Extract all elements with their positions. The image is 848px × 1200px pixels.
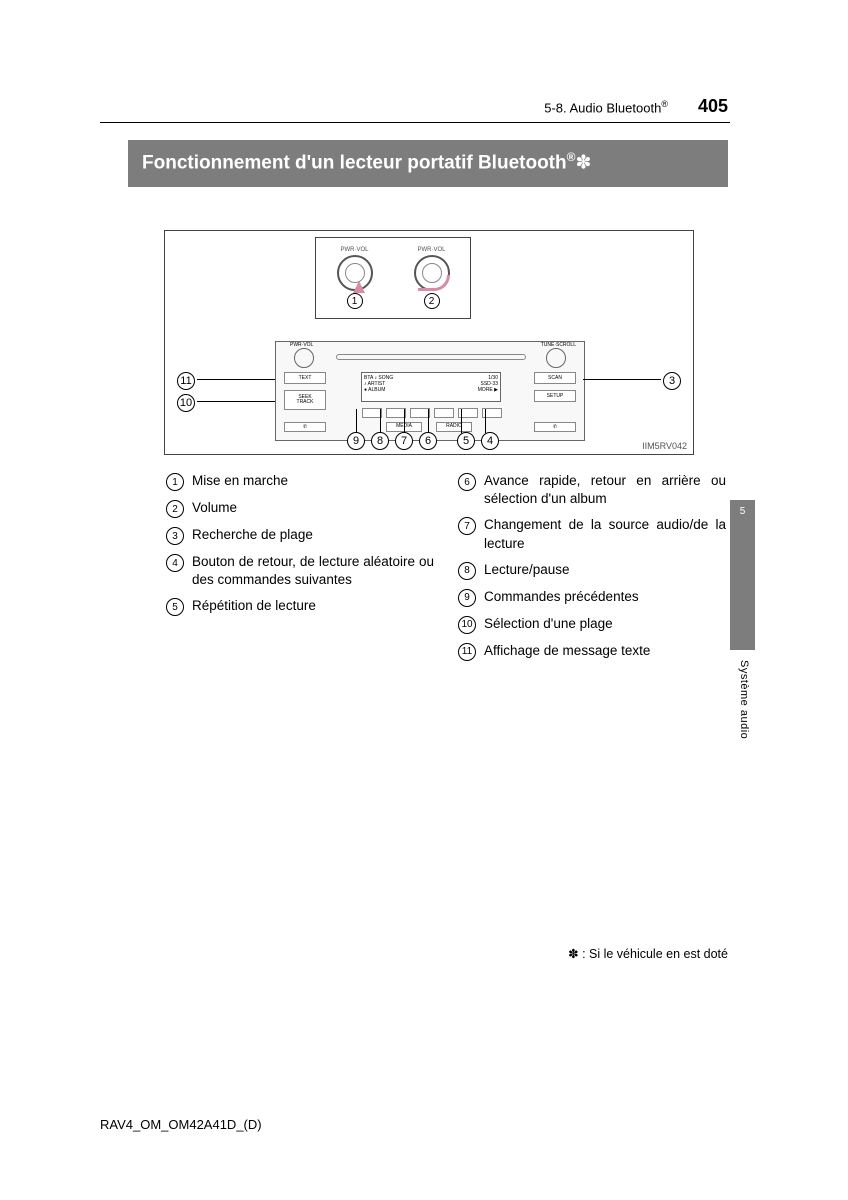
rotate-arrow-icon [418,275,450,291]
callout-line [197,379,275,380]
preset-btn-1 [362,408,382,418]
text-button: TEXT [284,372,326,384]
callout-4: 4 [481,432,499,450]
document-code: RAV4_OM_OM42A41D_(D) [100,1117,262,1132]
legend-item: 4Bouton de retour, de lecture aléatoire … [166,553,434,589]
callout-1: 1 [347,293,363,309]
setup-button: SETUP [534,390,576,402]
legend-item: 10Sélection d'une plage [458,615,726,634]
right-knob-icon [546,348,566,368]
callout-line [197,401,275,402]
legend-item: 7Changement de la source audio/de la lec… [458,516,726,552]
knob-label-1: PWR·VOL [340,247,368,253]
footnote-marker: ✽ [568,947,578,961]
legend-col-left: 1Mise en marche 2Volume 3Recherche de pl… [166,472,434,669]
phone-right-button: ✆ [534,422,576,432]
callout-line [485,409,486,433]
scan-button: SCAN [534,372,576,384]
preset-btn-2 [386,408,406,418]
legend-item: 8Lecture/pause [458,561,726,580]
callout-6: 6 [419,432,437,450]
callout-line [583,379,661,380]
volume-knob-icon [414,255,450,291]
knob-inset: PWR·VOL 1 PWR·VOL 2 [315,237,471,319]
left-knob-icon [294,348,314,368]
chapter-tab: 5 [730,500,755,650]
footnote-text: : Si le véhicule en est doté [582,947,728,961]
left-knob-label: PWR·VOL [290,342,313,348]
diagram-code: IIM5RV042 [642,441,687,451]
preset-btn-3 [410,408,430,418]
header-rule [100,122,730,123]
page-header: 5-8. Audio Bluetooth® 405 [0,96,848,117]
callout-line [404,409,405,433]
section-label: 5-8. Audio Bluetooth® [544,99,668,115]
callout-3: 3 [663,371,681,390]
callout-10: 10 [177,393,195,412]
radio-diagram: PWR·VOL 1 PWR·VOL 2 PWR·VOL TUNE·SCROLL … [164,230,694,455]
seek-track-button: SEEKTRACK [284,390,326,410]
callout-line [380,409,381,433]
preset-btn-4 [434,408,454,418]
stereo-unit: PWR·VOL TUNE·SCROLL TEXT SEEKTRACK SCAN … [275,341,585,441]
legend-item: 6Avance rapide, retour en arrière ou sél… [458,472,726,508]
chapter-number: 5 [740,506,746,517]
callout-line [428,409,429,433]
chapter-label: Système audio [738,660,750,739]
page-number: 405 [698,96,728,117]
radio-button: RADIO [436,422,472,432]
right-knob-label: TUNE·SCROLL [541,342,576,348]
callout-7: 7 [395,432,413,450]
section-title: Fonctionnement d'un lecteur portatif Blu… [128,140,728,187]
legend-item: 2Volume [166,499,434,518]
callout-2: 2 [424,293,440,309]
cd-slot [336,354,526,360]
callout-11: 11 [177,371,195,390]
push-arrow-icon [353,281,365,293]
legend-col-right: 6Avance rapide, retour en arrière ou sél… [458,472,726,669]
callout-8: 8 [371,432,389,450]
legend-item: 1Mise en marche [166,472,434,491]
legend-item: 5Répétition de lecture [166,597,434,616]
legend-area: 1Mise en marche 2Volume 3Recherche de pl… [166,472,726,669]
phone-left-button: ✆ [284,422,326,432]
knob-label-2: PWR·VOL [417,247,445,253]
legend-item: 3Recherche de plage [166,526,434,545]
callout-line [356,409,357,433]
footnote: ✽ : Si le véhicule en est doté [568,946,728,961]
callout-5: 5 [457,432,475,450]
callout-line [461,409,462,433]
display-screen: BTA ♪ SONG1/30 ♪ ARTISTSSD·33 ● ALBUMMOR… [361,372,501,402]
legend-item: 11Affichage de message texte [458,642,726,661]
legend-item: 9Commandes précédentes [458,588,726,607]
callout-9: 9 [347,432,365,450]
bottom-callouts: 9 8 7 6 5 4 [347,432,499,450]
power-knob-icon [337,255,373,291]
